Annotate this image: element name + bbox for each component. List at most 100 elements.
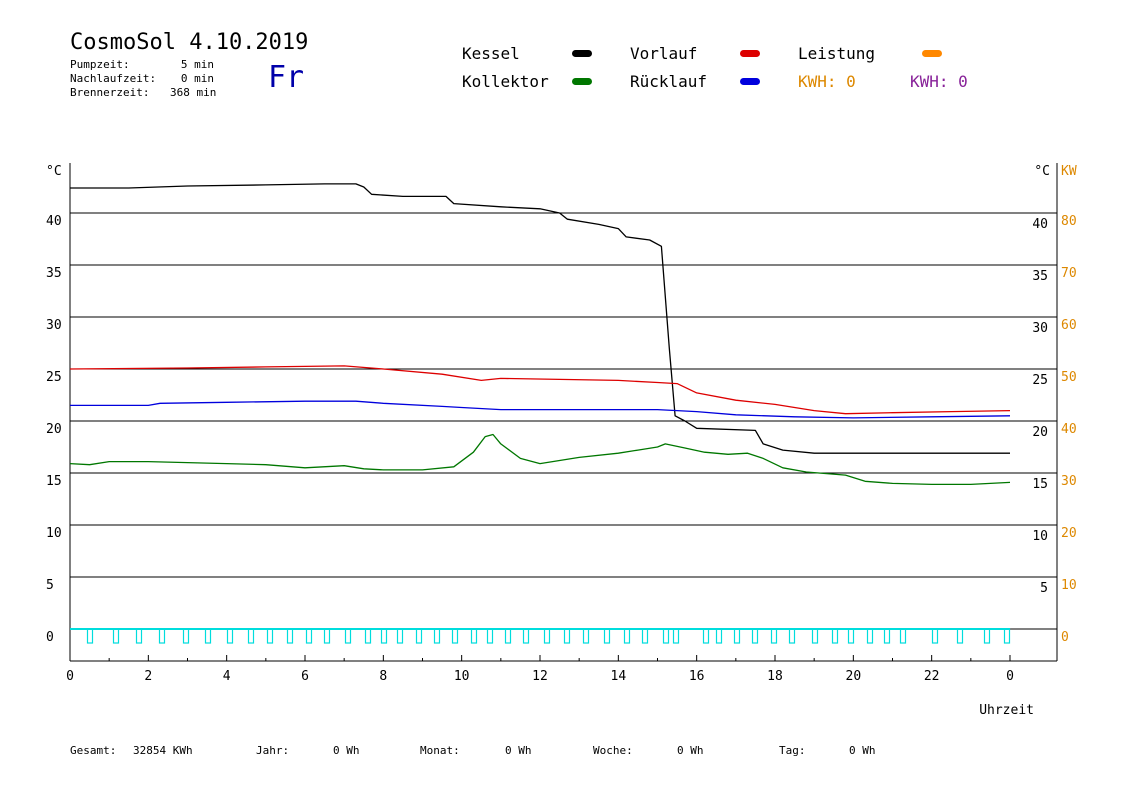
pump-marker [112,628,120,644]
info-brennerzeit: Brennerzeit: 368 min [70,86,217,99]
legend-kollektor-swatch [572,78,592,85]
y-axis-unit-left: °C [46,164,62,179]
pump-marker [226,628,234,644]
pump-marker [831,628,839,644]
pump-marker [672,628,680,644]
pump-marker [788,628,796,644]
pump-marker [931,628,939,644]
legend-kwh-2: KWH: 0 [910,72,968,91]
x-tick-label: 18 [767,669,783,684]
pump-marker [1003,628,1011,644]
info-label: Brennerzeit: [70,86,150,99]
x-tick-label: 22 [924,669,940,684]
series-line-kessel [70,183,1010,454]
y-tick-label-left: 30 [46,318,62,333]
legend-vorlauf-swatch [740,50,760,57]
pump-marker [662,628,670,644]
y-tick-label-kw: 40 [1061,422,1077,437]
pump-marker [504,628,512,644]
footer-tag-value: 0 Wh [849,744,876,757]
x-tick-label: 0 [1006,669,1014,684]
info-label: Pumpzeit: [70,58,130,71]
pump-marker [522,628,530,644]
pump-marker [286,628,294,644]
pump-marker [266,628,274,644]
y-axis-unit-right: °C [1034,164,1050,179]
pump-marker [770,628,778,644]
pump-marker [380,628,388,644]
pump-marker [811,628,819,644]
y-tick-label-left: 15 [46,474,62,489]
footer-jahr-value: 0 Wh [333,744,360,757]
footer-monat-label: Monat: [420,744,460,757]
y-tick-label-left: 10 [46,526,62,541]
weekday-label: Fr [268,60,305,95]
x-tick-label: 12 [532,669,548,684]
y-tick-label-left: 35 [46,266,62,281]
y-tick-label-right: 20 [1032,425,1048,440]
x-tick-label: 6 [301,669,309,684]
footer-tag-label: Tag: [779,744,806,757]
pump-marker [182,628,190,644]
y-tick-label-kw: 10 [1061,578,1077,593]
pump-marker [158,628,166,644]
pump-marker [715,628,723,644]
x-tick-label: 2 [144,669,152,684]
y-tick-label-kw: 20 [1061,526,1077,541]
legend-kollektor-label: Kollektor [462,72,549,91]
footer-jahr-label: Jahr: [256,744,290,757]
y-tick-label-left: 5 [46,578,54,593]
legend-ruecklauf-label: Rücklauf [630,72,708,91]
x-tick-label: 4 [223,669,231,684]
y-tick-label-left: 20 [46,422,62,437]
y-tick-label-kw: 60 [1061,318,1077,333]
series-line-rcklauf [70,400,1011,419]
pump-marker [702,628,710,644]
pump-marker [486,628,494,644]
pump-marker [451,628,459,644]
info-value: 0 min [180,72,214,85]
legend-leistung-label: Leistung [798,44,876,63]
pump-marker [866,628,874,644]
pump-marker [86,628,94,644]
series-line-vorlauf [69,365,1011,415]
x-tick-label: 14 [611,669,627,684]
footer-gesamt-label: Gesamt: [70,744,117,757]
y-tick-label-right: 15 [1032,477,1048,492]
pump-marker [364,628,372,644]
pump-marker [563,628,571,644]
footer-woche-value: 0 Wh [677,744,704,757]
pump-marker [899,628,907,644]
y-tick-label-kw: 30 [1061,474,1077,489]
pump-marker [956,628,964,644]
pump-marker [623,628,631,644]
pump-marker [470,628,478,644]
pump-marker [396,628,404,644]
pump-marker [751,628,759,644]
pump-marker [247,628,255,644]
pump-marker [344,628,352,644]
legend-ruecklauf-swatch [740,78,760,85]
pump-marker [847,628,855,644]
legend-kwh-1: KWH: 0 [798,72,856,91]
x-tick-label: 0 [66,669,74,684]
x-tick-label: 10 [454,669,470,684]
y-tick-label-kw: 70 [1061,266,1077,281]
pump-marker [543,628,551,644]
y-tick-label-left: 40 [46,214,62,229]
info-label: Nachlaufzeit: [70,72,157,85]
y-tick-label-right: 35 [1032,269,1048,284]
legend-kessel-swatch [572,50,592,57]
y-tick-label-left: 0 [46,630,54,645]
y-tick-label-kw: 80 [1061,214,1077,229]
y-tick-label-kw: 50 [1061,370,1077,385]
y-tick-label-right: 10 [1032,529,1048,544]
info-pumpzeit: Pumpzeit: 5 min [70,58,214,71]
pump-marker [305,628,313,644]
info-value: 368 min [170,86,217,99]
legend-vorlauf-label: Vorlauf [630,44,698,63]
pump-marker [603,628,611,644]
legend-kessel-label: Kessel [462,44,520,63]
x-axis-label: Uhrzeit [979,703,1034,718]
